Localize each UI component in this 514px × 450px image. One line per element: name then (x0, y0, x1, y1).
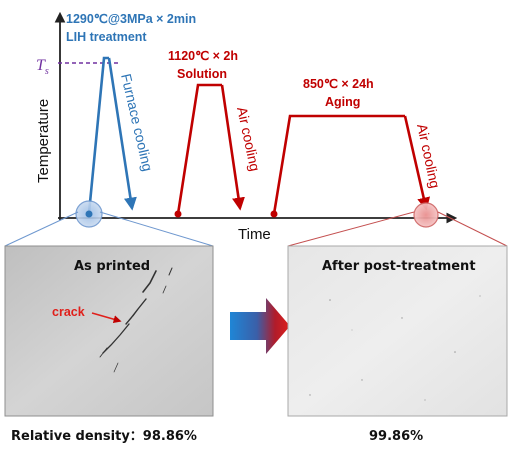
lih-stage: 1290℃@3MPa × 2min LIH treatment Furnace … (66, 12, 196, 228)
aging-condition-label: 850℃ × 24h (303, 77, 374, 91)
solution-label: Solution (177, 67, 227, 81)
left-callout-right (99, 211, 214, 247)
post-treatment-title: After post-treatment (322, 259, 476, 274)
crack-pointer-arrow (91, 312, 122, 324)
left-callout-left (4, 211, 79, 247)
ts-threshold-label: Ts (36, 57, 49, 77)
as-printed-title: As printed (74, 259, 150, 274)
aging-end-marker (413, 202, 439, 228)
x-axis-label: Time (238, 226, 271, 243)
lih-start-dot (85, 210, 93, 218)
solution-start-dot (174, 210, 182, 218)
aging-label: Aging (325, 95, 360, 109)
process-diagram: Temperature Time Ts 1290℃@3MPa × 2min LI… (35, 11, 458, 243)
aging-start-dot (270, 210, 278, 218)
solution-air-cooling-arrow (220, 84, 245, 211)
crack-features (99, 267, 173, 373)
right-callout-right (437, 211, 508, 247)
aging-profile-line (272, 114, 405, 215)
lih-treatment-label: LIH treatment (66, 30, 147, 44)
aging-stage: 850℃ × 24h Aging Air cooling (270, 77, 443, 228)
as-printed-density-label: Relative density：98.86% (11, 429, 197, 444)
lih-heating-line (87, 56, 109, 214)
callout-lines (4, 211, 508, 247)
crack-label: crack (52, 305, 85, 319)
aging-air-cooling-arrow (403, 115, 431, 211)
solution-air-cooling-label: Air cooling (234, 105, 263, 172)
solution-stage: 1120℃ × 2h Solution Air cooling (168, 49, 263, 218)
lih-furnace-cooling-arrow (107, 57, 137, 211)
solution-condition-label: 1120℃ × 2h (168, 49, 238, 63)
post-treatment-density-label: 99.86% (369, 429, 423, 444)
transition-arrow (230, 298, 290, 354)
lih-condition-label: 1290℃@3MPa × 2min (66, 12, 196, 26)
y-axis-label: Temperature (35, 99, 52, 183)
as-printed-micrograph: As printed crack (4, 245, 214, 417)
post-treatment-micrograph: After post-treatment (287, 245, 508, 417)
solution-profile-line (176, 83, 222, 215)
right-callout-left (287, 211, 415, 247)
surface-specks (309, 295, 481, 401)
